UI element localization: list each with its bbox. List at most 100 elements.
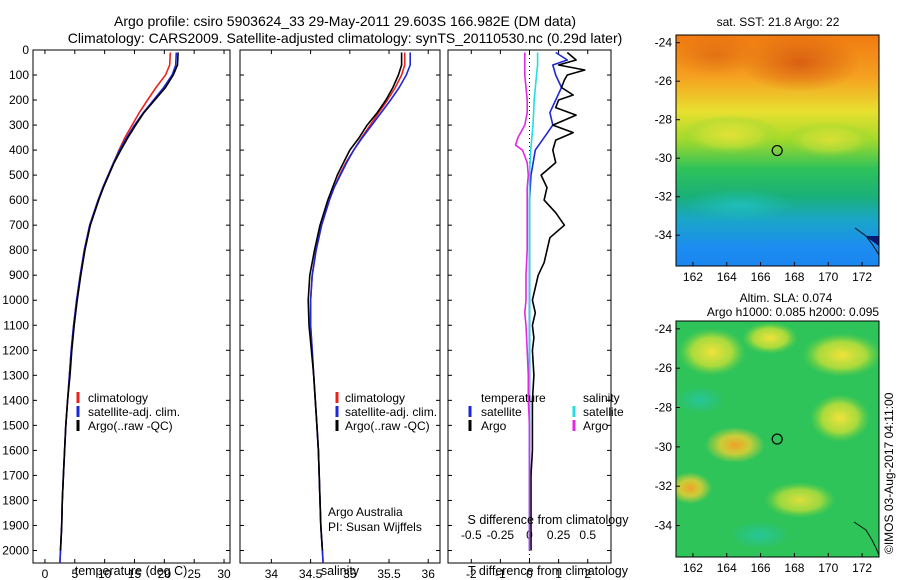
temperature-axes: 0 5 10 15 20 25 300100200300400500600700800900… xyxy=(2,43,231,580)
legend-label-satellite: satellite-adj. clim. xyxy=(88,405,180,419)
coastline xyxy=(853,521,879,556)
sla-yellow-patch xyxy=(802,333,879,377)
legend-label-s-satellite: satellite xyxy=(583,405,624,419)
sla-cyan-patch xyxy=(676,386,725,414)
y-tick-label: 1000 xyxy=(2,293,29,307)
x-tick-label: 34 xyxy=(265,567,279,580)
y-tick-label: 400 xyxy=(9,143,29,157)
y-tick-label: 1500 xyxy=(2,418,29,432)
temperature-series xyxy=(59,52,179,563)
pi-annotation: PI: Susan Wijffels xyxy=(328,520,422,534)
sst-yellow-patch xyxy=(785,122,875,158)
salinity-legend: climatology satellite-adj. clim. Argo(..… xyxy=(335,391,437,433)
argo-location-marker xyxy=(771,144,783,157)
map-y-tick-label: -28 xyxy=(655,401,673,415)
sla-map-axes: 162 164 166 168 170 172 -24 -26 -28 -30 -32 -34 xyxy=(655,322,873,575)
t-difference-xlabel: T difference from climatology xyxy=(468,564,629,578)
salinity-panel-frame xyxy=(239,49,441,564)
sla-map-subtitle: Argo h1000: 0.085 h2000: 0.095 xyxy=(707,305,879,319)
sla-cyan-patch xyxy=(730,521,790,549)
series-line-argo xyxy=(514,52,531,551)
y-tick-label: 0 xyxy=(22,43,29,57)
institution-annotation: Argo Australia xyxy=(328,505,403,519)
series-line-satellite xyxy=(528,51,569,551)
legend-label-climatology: climatology xyxy=(88,391,148,405)
sst-map-title: sat. SST: 21.8 Argo: 22 xyxy=(717,15,840,29)
x-tick-label: 0 xyxy=(42,567,49,580)
y-tick-label: 700 xyxy=(9,218,29,232)
difference-legend-temperature: temperature satellite Argo xyxy=(468,391,546,433)
map-x-tick-label: 164 xyxy=(717,270,737,284)
map-y-tick-label: -26 xyxy=(655,74,673,88)
x-tick-label: 10 xyxy=(98,567,112,580)
legend-label-satellite: satellite-adj. clim. xyxy=(345,405,437,419)
x-tick-label: 15 xyxy=(128,567,142,580)
series-line-argo-raw-qc- xyxy=(307,52,403,551)
x-tick-label: 0 xyxy=(526,567,533,580)
map-x-tick-label: 170 xyxy=(818,270,838,284)
salinity-axes: 34 34.5 35 35.5 36 xyxy=(240,49,440,580)
sla-orange-patch xyxy=(705,427,765,463)
legend-label-argo: Argo(..raw -QC) xyxy=(345,419,430,433)
salinity-series xyxy=(307,52,412,563)
x-tick-label: -2 xyxy=(466,567,477,580)
x-tick-label: 2 xyxy=(584,567,591,580)
sla-map-frame xyxy=(675,320,880,558)
y-tick-label: 1700 xyxy=(2,468,29,482)
x-tick-label: 35 xyxy=(343,567,357,580)
map-x-tick-label: 168 xyxy=(784,270,804,284)
x-tick-label: -1 xyxy=(495,567,506,580)
x-tick-label: 1 xyxy=(555,567,562,580)
map-x-tick-label: 166 xyxy=(751,561,771,575)
s-difference-xlabel: S difference from climatology xyxy=(468,513,630,527)
map-y-tick-label: -30 xyxy=(655,440,673,454)
y-tick-label: 1300 xyxy=(2,368,29,382)
difference-legend-salinity: salinity satellite Argo xyxy=(572,391,624,433)
y-tick-label: 1100 xyxy=(3,318,29,332)
y-tick-label: 1800 xyxy=(2,493,29,507)
sla-yellow-patch xyxy=(742,322,798,354)
sst-map-axes: 162 164 166 168 170 172 -24 -26 -28 -30 -32 -34 xyxy=(655,36,873,284)
sla-map-field xyxy=(676,321,879,557)
argo-location-marker xyxy=(771,433,783,445)
s-tick-label: -0.25 xyxy=(487,528,515,542)
sst-warm-patch xyxy=(676,35,761,77)
y-tick-label: 900 xyxy=(9,268,29,282)
sst-warm-patch xyxy=(740,35,860,92)
x-tick-label: 36 xyxy=(422,567,436,580)
sst-map-field xyxy=(676,35,879,266)
s-tick-label: 0.25 xyxy=(547,528,571,542)
y-tick-label: 300 xyxy=(9,118,29,132)
map-y-tick-label: -32 xyxy=(655,479,673,493)
map-x-tick-label: 162 xyxy=(683,270,703,284)
legend-title-temperature: temperature xyxy=(481,391,546,405)
y-tick-label: 200 xyxy=(9,93,29,107)
x-tick-label: 5 xyxy=(71,567,78,580)
figure-title-line2: Climatology: CARS2009. Satellite-adjuste… xyxy=(68,30,623,46)
figure-title-line1: Argo profile: csiro 5903624_33 29-May-20… xyxy=(114,13,576,29)
legend-label-climatology: climatology xyxy=(345,391,405,405)
series-line-climatology xyxy=(309,52,406,563)
map-y-tick-label: -24 xyxy=(655,36,673,50)
series-line-argo-raw-qc- xyxy=(59,52,179,551)
legend-label-t-argo: Argo xyxy=(481,419,507,433)
x-tick-label: 20 xyxy=(158,567,172,580)
y-tick-label: 500 xyxy=(9,168,29,182)
sla-yellow-patch xyxy=(810,394,870,442)
series-line-satellite-adj-clim- xyxy=(59,52,178,563)
y-tick-label: 100 xyxy=(9,68,29,82)
map-x-tick-label: 168 xyxy=(784,561,804,575)
map-x-tick-label: 164 xyxy=(717,561,737,575)
x-tick-label: 25 xyxy=(188,567,202,580)
x-tick-label: 30 xyxy=(217,567,231,580)
map-x-tick-label: 172 xyxy=(852,561,872,575)
y-tick-label: 800 xyxy=(9,243,29,257)
legend-label-argo: Argo(..raw -QC) xyxy=(88,419,173,433)
sla-map-title: Altim. SLA: 0.074 xyxy=(740,291,833,305)
sla-yellow-patch xyxy=(764,482,836,518)
map-y-tick-label: -34 xyxy=(655,519,673,533)
map-x-tick-label: 166 xyxy=(751,270,771,284)
temperature-panel-frame xyxy=(32,49,231,564)
legend-label-s-argo: Argo xyxy=(583,419,609,433)
s-tick-label: -0.5 xyxy=(461,528,482,542)
